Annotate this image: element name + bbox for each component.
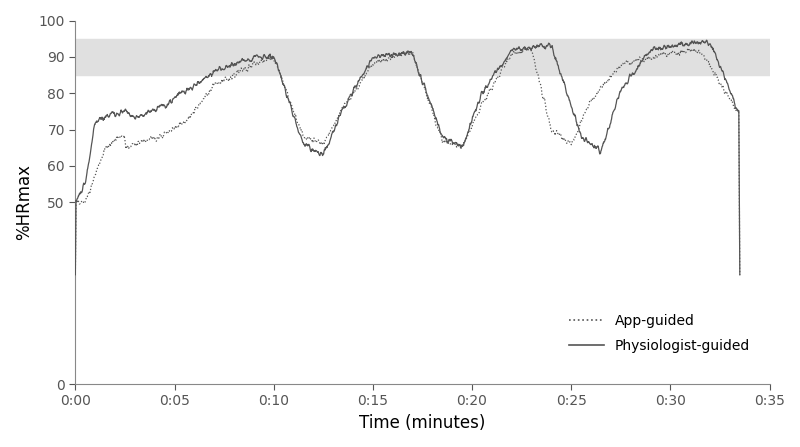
Legend: App-guided, Physiologist-guided: App-guided, Physiologist-guided (563, 309, 756, 359)
Bar (75, 39, 770, 75)
X-axis label: Time (minutes): Time (minutes) (359, 414, 486, 432)
App-guided (735, 273, 745, 278)
App-guided (716, 81, 726, 86)
Physiologist-guided (376, 54, 386, 59)
Physiologist-guided (735, 272, 745, 277)
Physiologist-guided (70, 272, 80, 277)
App-guided (70, 273, 80, 278)
Physiologist-guided (594, 145, 603, 151)
App-guided (716, 81, 726, 87)
Physiologist-guided (394, 51, 403, 57)
Line: App-guided: App-guided (75, 47, 740, 276)
Physiologist-guided (105, 113, 114, 118)
Physiologist-guided (716, 64, 726, 69)
App-guided (376, 59, 386, 64)
App-guided (594, 88, 604, 93)
Y-axis label: %HRmax: %HRmax (15, 164, 33, 240)
App-guided (394, 52, 403, 58)
Physiologist-guided (702, 38, 711, 43)
App-guided (525, 45, 534, 50)
Line: Physiologist-guided: Physiologist-guided (75, 40, 740, 274)
App-guided (105, 142, 114, 147)
Physiologist-guided (716, 65, 726, 70)
